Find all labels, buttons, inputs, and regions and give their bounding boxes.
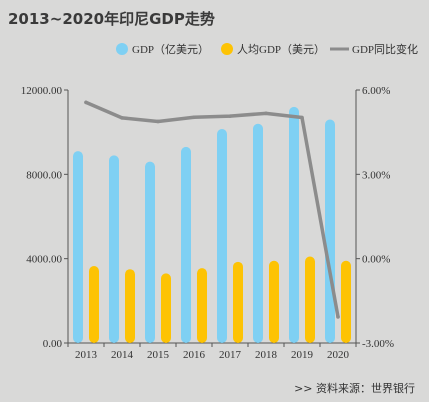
x-tick-label: 2013 [75,349,98,361]
growth-line [84,100,340,319]
per-capita-bar [269,260,279,343]
right-tick-label: 6.00% [362,85,390,97]
x-tick-label: 2015 [147,349,170,361]
per-capita-bar [341,260,351,343]
growth-point [300,115,304,120]
gdp-bar [289,106,299,343]
gdp-bar [325,119,335,344]
legend-gdp-swatch [116,43,128,55]
left-tick-label: 8000.00 [26,169,62,181]
growth-point [120,116,124,120]
legend-gdp-label: GDP（亿美元） [132,43,209,56]
per-capita-bar [305,256,315,343]
gdp-bar [217,129,227,343]
growth-point [192,115,196,120]
legend-per-capita-swatch [221,43,233,55]
per-capita-bar [161,273,171,343]
x-tick-label: 2014 [111,349,134,361]
right-tick-label: 3.00% [362,169,390,181]
gdp-bar [181,146,191,343]
x-tick-label: 2016 [183,349,206,361]
growth-point [156,119,160,124]
growth-point [228,114,232,118]
gdp-bar [73,151,83,343]
per-capita-bar [197,268,207,343]
x-tick-label: 2017 [219,349,242,361]
legend-per-capita-label: 人均GDP（美元） [237,43,325,56]
per-capita-bar [89,266,99,343]
left-tick-label: 4000.00 [26,254,62,266]
growth-point [336,315,340,319]
chart-title: 2013~2020年印尼GDP走势 [8,10,215,28]
left-tick-label: 12000.00 [21,85,63,97]
x-tick-label: 2020 [327,349,350,361]
gdp-bar [145,161,155,343]
x-tick-label: 2019 [291,349,314,361]
source-note: >> 资料来源：世界银行 [294,382,415,395]
legend-growth-label: GDP同比变化 [352,42,418,56]
growth-point [84,100,88,105]
per-capita-bar [233,261,243,343]
per-capita-bar [125,269,135,343]
left-tick-label: 0.00 [43,338,63,350]
gdp-bar [109,155,119,343]
gdp-bar [253,123,263,343]
growth-point [264,111,268,116]
x-tick-label: 2018 [255,349,278,361]
right-tick-label: -3.00% [362,338,394,350]
right-tick-label: 0.00% [362,254,390,266]
